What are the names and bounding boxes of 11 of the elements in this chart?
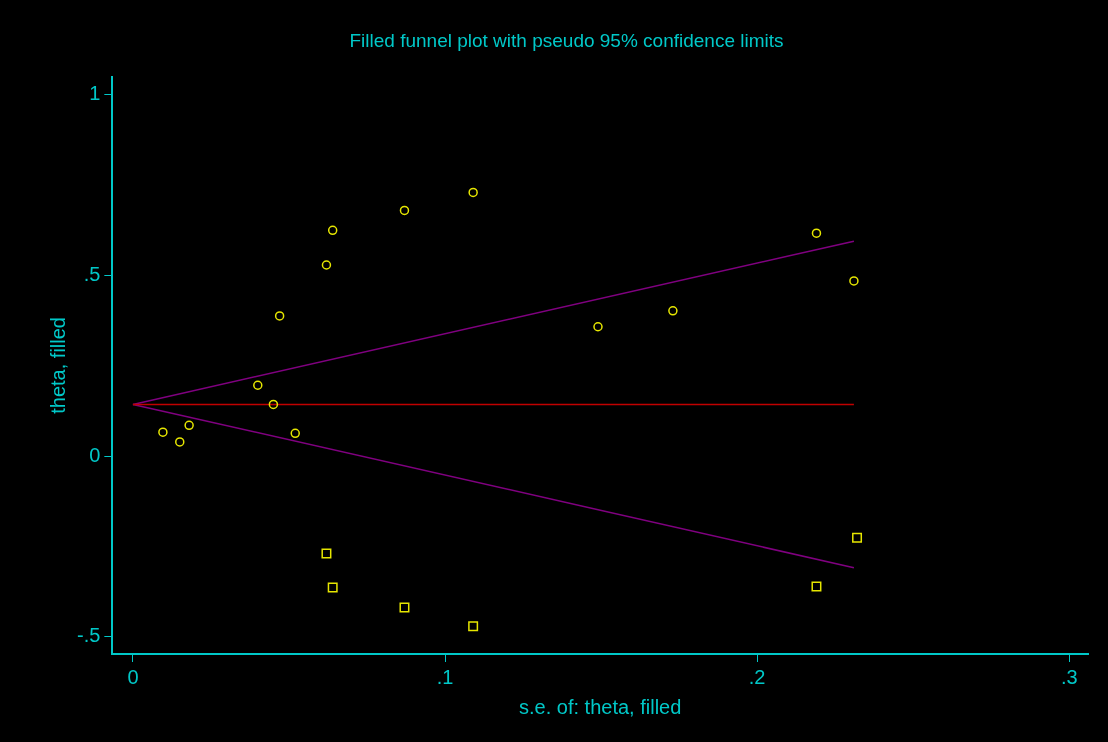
y-tick-label: .5 xyxy=(83,262,101,285)
x-tick-label: .1 xyxy=(436,665,454,688)
y-axis-title: theta, filled xyxy=(46,317,69,414)
chart-title: Filled funnel plot with pseudo 95% confidence limits xyxy=(349,29,784,51)
y-tick-label: 1 xyxy=(89,82,101,105)
x-axis-title: s.e. of: theta, filled xyxy=(519,695,682,718)
y-tick-label: -.5 xyxy=(77,624,101,647)
y-tick-label: 0 xyxy=(89,443,101,466)
x-tick-label: 0 xyxy=(127,665,139,688)
x-tick-label: .2 xyxy=(748,665,766,688)
x-tick-label: .3 xyxy=(1060,665,1078,688)
